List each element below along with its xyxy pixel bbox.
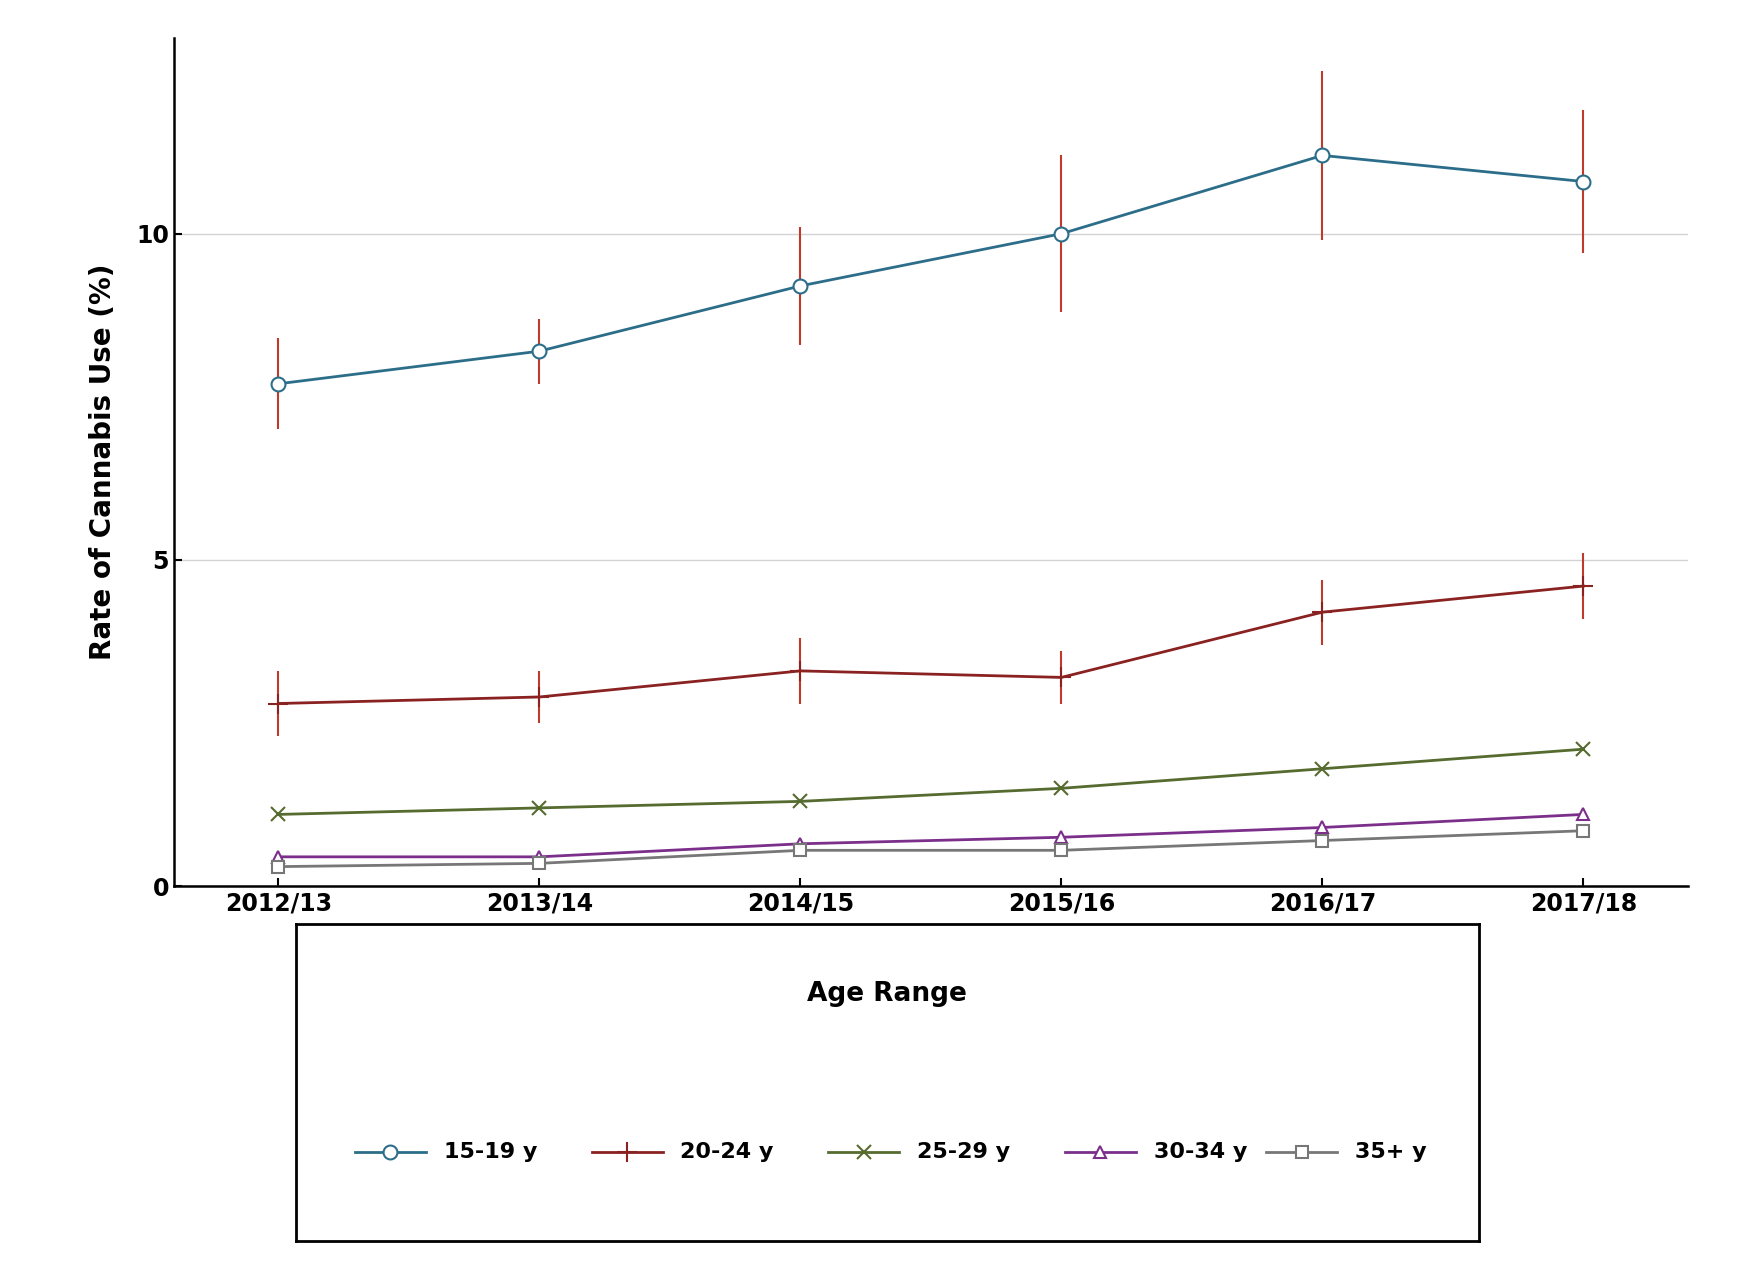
Text: 15-19 y: 15-19 y <box>443 1142 537 1162</box>
Text: 35+ y: 35+ y <box>1355 1142 1426 1162</box>
X-axis label: Year: Year <box>896 934 965 962</box>
Y-axis label: Rate of Cannabis Use (%): Rate of Cannabis Use (%) <box>89 263 117 661</box>
Text: Age Range: Age Range <box>807 981 967 1006</box>
Text: 30-34 y: 30-34 y <box>1153 1142 1247 1162</box>
Text: 20-24 y: 20-24 y <box>680 1142 774 1162</box>
Text: 25-29 y: 25-29 y <box>916 1142 1010 1162</box>
